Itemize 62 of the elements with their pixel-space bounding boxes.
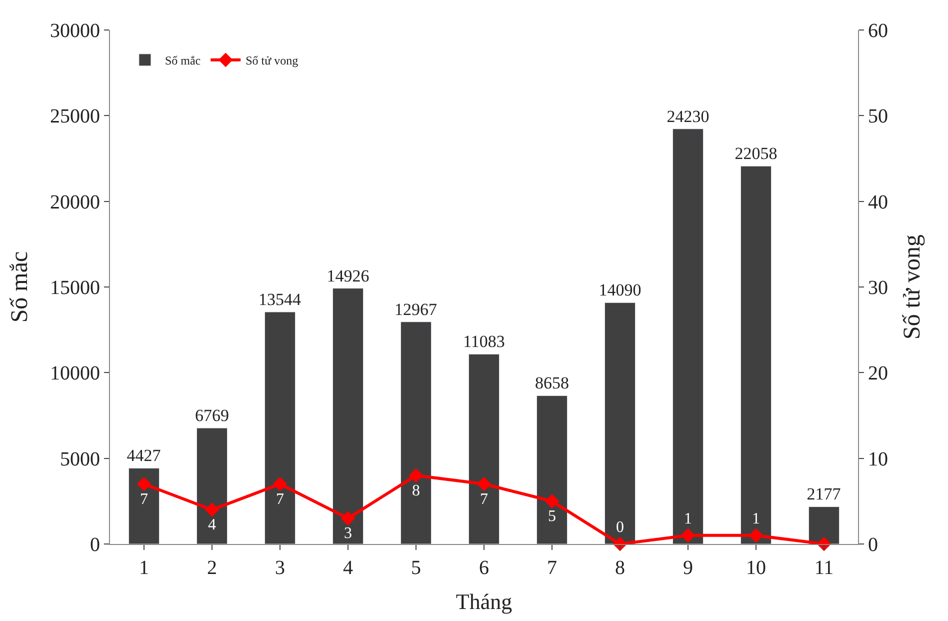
point — [476, 476, 492, 492]
data-label: 8658 — [535, 374, 569, 393]
y-tick-label: 20000 — [50, 191, 100, 214]
bar — [808, 506, 840, 544]
data-label: 14926 — [326, 266, 370, 286]
y2-tick-label: 10 — [868, 448, 888, 470]
data-label: 22058 — [734, 144, 778, 164]
point — [680, 528, 696, 543]
data-label: 3 — [344, 525, 352, 542]
y2-tick-label: 0 — [868, 534, 878, 556]
y2-tick-label: 30 — [868, 277, 888, 299]
point — [340, 511, 356, 526]
data-label: 6769 — [195, 406, 229, 426]
point — [272, 476, 288, 492]
x-tick-label: 4 — [343, 557, 353, 579]
x-axis-title: Tháng — [456, 588, 512, 614]
y-tick-label: 5000 — [60, 448, 100, 470]
bar — [604, 302, 636, 544]
data-label: 13544 — [258, 290, 302, 309]
data-label: 7 — [140, 490, 148, 508]
x-tick-label: 9 — [683, 557, 693, 579]
data-label: 7 — [480, 490, 488, 508]
point — [136, 476, 152, 492]
y-tick-label: 30000 — [50, 20, 100, 42]
x-tick-label: 6 — [479, 557, 489, 579]
point — [544, 494, 560, 508]
point — [748, 528, 764, 543]
data-label: 11083 — [463, 332, 505, 352]
x-tick-label: 3 — [275, 557, 285, 579]
data-label: 1 — [684, 510, 692, 528]
data-label: 7 — [276, 490, 284, 508]
data-label: 5 — [548, 508, 556, 526]
point — [204, 502, 220, 517]
y-tick-label: 15000 — [50, 277, 100, 299]
x-tick-label: 10 — [746, 557, 766, 579]
y2-tick-label: 60 — [868, 20, 888, 42]
y-tick-label: 0 — [90, 534, 100, 556]
data-label: 8 — [412, 482, 420, 500]
y-tick-label: 25000 — [50, 106, 100, 128]
y2-tick-label: 20 — [868, 362, 888, 385]
x-tick-label: 8 — [615, 557, 625, 579]
data-label: 1 — [752, 510, 760, 528]
data-label: 12967 — [394, 300, 438, 319]
x-tick-label: 5 — [411, 557, 421, 579]
x-tick-label: 11 — [814, 557, 834, 579]
data-label: 4 — [208, 516, 216, 534]
y-tick-label: 10000 — [50, 362, 100, 385]
y2-axis-title: Số tử vong — [899, 234, 926, 340]
legend-label: Số mắc — [164, 54, 201, 68]
data-label: 14090 — [598, 280, 642, 300]
x-tick-label: 2 — [207, 557, 217, 579]
legend-label: Số tử vong — [246, 54, 298, 68]
y-axis-title: Số mắc — [7, 251, 34, 323]
data-label: 4427 — [126, 446, 162, 466]
data-label: 0 — [616, 519, 624, 536]
y2-tick-label: 40 — [868, 191, 888, 214]
y2-tick-label: 50 — [868, 106, 888, 128]
x-tick-label: 1 — [139, 557, 149, 579]
data-label: 2177 — [806, 484, 842, 504]
x-tick-label: 7 — [547, 557, 557, 579]
point — [408, 468, 424, 483]
data-label: 24230 — [666, 106, 710, 126]
